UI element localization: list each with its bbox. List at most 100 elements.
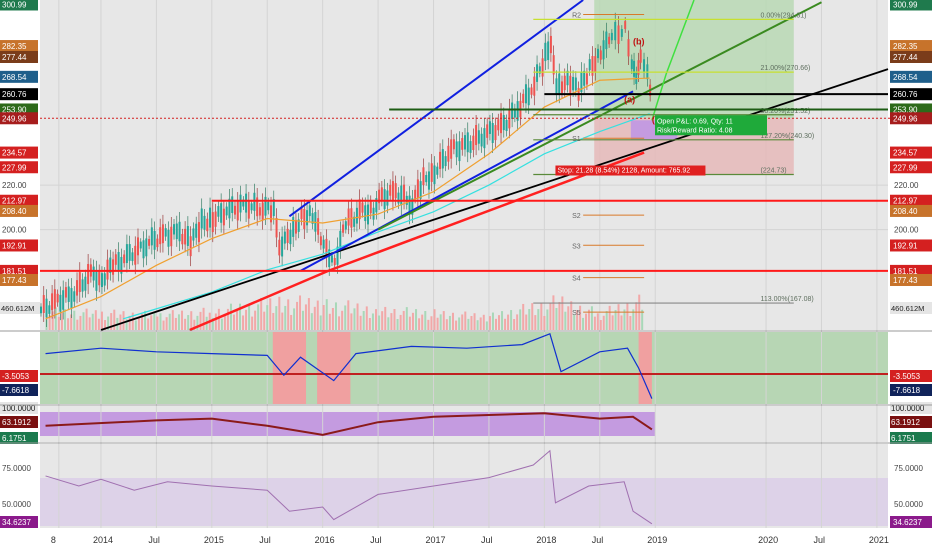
volume-bar	[620, 315, 623, 330]
projection-path	[651, 0, 695, 121]
volume-bar	[561, 296, 564, 330]
candle-body	[419, 181, 422, 199]
candle-body	[383, 189, 386, 210]
volume-bar	[184, 318, 187, 330]
volume-bar	[187, 315, 190, 330]
volume-bar	[537, 309, 540, 330]
volume-bar	[368, 318, 371, 330]
volume-bar	[211, 317, 214, 330]
pivot-label: S3	[572, 243, 581, 250]
volume-bar	[94, 310, 97, 330]
price-badge-left-label: 282.35	[2, 42, 27, 51]
candle-body	[447, 145, 450, 162]
volume-bar	[131, 312, 134, 330]
volume-bar	[599, 320, 602, 330]
candle-body	[605, 31, 608, 50]
volume-bar	[48, 315, 51, 330]
volume-bar	[242, 315, 245, 330]
volume-bar	[573, 315, 576, 330]
volume-bar	[278, 296, 281, 330]
price-badge-left-label: 192.91	[2, 241, 27, 250]
green-trendline[interactable]	[377, 1, 822, 231]
volume-bar	[608, 305, 611, 330]
volume-bar	[507, 314, 510, 330]
volume-bar	[150, 315, 153, 330]
candle-body	[544, 42, 547, 62]
candle-body	[494, 125, 497, 141]
candle-body	[391, 181, 394, 201]
price-badge-label: 177.43	[893, 276, 918, 285]
volume-bar	[522, 303, 525, 330]
candle-body	[566, 70, 569, 86]
volume-bar	[290, 314, 293, 330]
volume-bar	[635, 302, 638, 330]
rsi-badge-left-label: 63.1912	[2, 418, 31, 427]
candle-body	[170, 226, 173, 247]
volume-bar	[491, 312, 494, 330]
volume-bar	[384, 306, 387, 330]
volume-bar	[451, 312, 454, 330]
volume-bar	[430, 316, 433, 330]
candle-body	[270, 205, 273, 223]
time-tick-label: 2016	[315, 535, 335, 545]
pivot-label: S5	[572, 310, 581, 317]
candle-body	[123, 254, 126, 264]
volume-bar	[239, 303, 242, 330]
rsi-badge-label: 63.1912	[891, 418, 920, 427]
candle-body	[599, 50, 602, 60]
candle-body	[364, 205, 367, 222]
candle-body	[497, 119, 500, 131]
candle-body	[92, 266, 95, 281]
candle-body	[128, 244, 131, 261]
red-trendline-lower[interactable]	[189, 269, 329, 332]
volume-bar	[485, 321, 488, 330]
volume-bar	[104, 320, 107, 330]
price-badge	[890, 50, 932, 63]
price-badge-left	[0, 204, 38, 217]
candle-body	[444, 156, 447, 167]
candle-body	[403, 184, 406, 202]
channel-upper-line[interactable]	[288, 0, 584, 218]
candle-body	[59, 294, 62, 312]
rsi-band	[40, 412, 656, 436]
rsi-badge	[890, 432, 932, 444]
wave-label: (a)	[624, 95, 635, 105]
volume-bar	[97, 318, 100, 330]
candle-body	[294, 219, 297, 234]
lower-tick-label-left: 75.0000	[2, 464, 31, 473]
volume-bar	[498, 315, 501, 330]
candle-body	[624, 21, 627, 29]
candle-body	[42, 295, 45, 313]
volume-bar	[60, 312, 63, 330]
volume-bar	[378, 315, 381, 330]
candle-body	[87, 263, 90, 285]
volume-bar	[519, 309, 522, 330]
volume-bar	[626, 302, 629, 330]
pivot-label: R2	[572, 12, 581, 19]
candle-body	[585, 73, 588, 85]
volume-bar	[254, 310, 257, 330]
candle-body	[209, 207, 212, 228]
volume-bar	[393, 309, 396, 330]
volume-bar	[64, 309, 67, 330]
candle-body	[95, 270, 98, 291]
candle-body	[48, 305, 51, 314]
candle-body	[220, 203, 223, 223]
volume-bar	[347, 300, 350, 330]
volume-bar	[316, 300, 319, 330]
time-tick-label: 2021	[869, 535, 889, 545]
price-badge-left	[0, 0, 38, 11]
candle-body	[400, 185, 403, 206]
candle-body	[275, 217, 278, 238]
black-trendline[interactable]	[100, 68, 889, 331]
volume-bar	[552, 295, 555, 330]
price-badge	[890, 194, 932, 207]
candle-body	[330, 255, 333, 263]
macd-badge-left-label: -7.6618	[2, 386, 30, 395]
candle-body	[247, 200, 250, 219]
price-badge-label: 192.91	[893, 241, 918, 250]
price-badge-left	[0, 40, 38, 53]
channel-lower-line[interactable]	[300, 90, 634, 272]
